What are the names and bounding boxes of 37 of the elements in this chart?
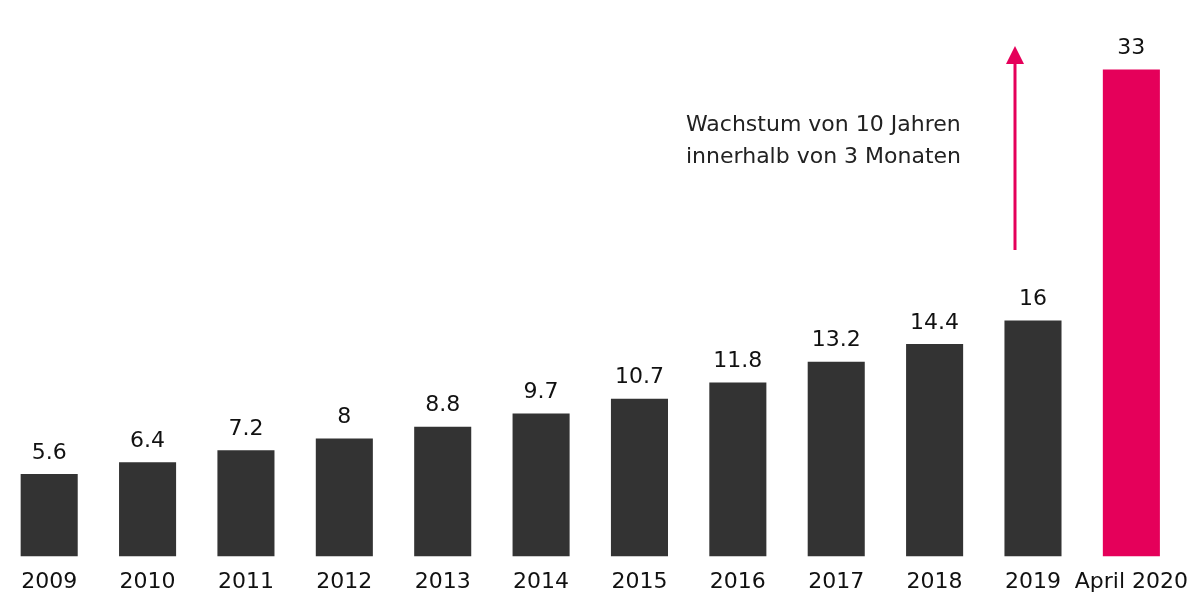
bar (315, 438, 373, 557)
x-tick-label: 2012 (316, 567, 373, 593)
data-label: 5.6 (31, 438, 67, 464)
data-label: 14.4 (910, 308, 960, 334)
bar (217, 450, 275, 557)
bar (906, 344, 964, 557)
data-label: 9.7 (523, 378, 559, 404)
bar (709, 382, 767, 557)
x-tick-label: 2013 (414, 567, 471, 593)
data-label: 33 (1117, 34, 1146, 60)
data-label: 6.4 (130, 426, 166, 452)
data-label: 13.2 (811, 326, 861, 352)
bar (610, 398, 668, 557)
data-label: 10.7 (614, 363, 664, 389)
x-tick-label: 2015 (611, 567, 668, 593)
data-label: 8.8 (425, 391, 461, 417)
x-tick-label: 2010 (119, 567, 176, 593)
x-tick-label: 2018 (906, 567, 963, 593)
x-tick-label: 2016 (709, 567, 766, 593)
x-tick-label: 2014 (513, 567, 570, 593)
x-tick-label: 2011 (217, 567, 274, 593)
annotation: Wachstum von 10 Jahren innerhalb von 3 Monaten (686, 110, 963, 170)
bar (20, 473, 78, 557)
bar (1004, 320, 1062, 557)
data-label: 8 (337, 403, 352, 429)
x-tick-label: 2017 (808, 567, 865, 593)
bar (807, 361, 865, 557)
x-tick-label: April 2020 (1074, 567, 1188, 593)
bar (414, 426, 472, 557)
bar (512, 413, 570, 557)
bar (119, 462, 177, 557)
x-tick-label: 2009 (21, 567, 78, 593)
data-label: 16 (1018, 285, 1047, 311)
data-label: 7.2 (228, 415, 264, 441)
bar (1102, 69, 1160, 557)
data-label: 11.8 (713, 347, 763, 373)
x-tick-label: 2019 (1004, 567, 1061, 593)
